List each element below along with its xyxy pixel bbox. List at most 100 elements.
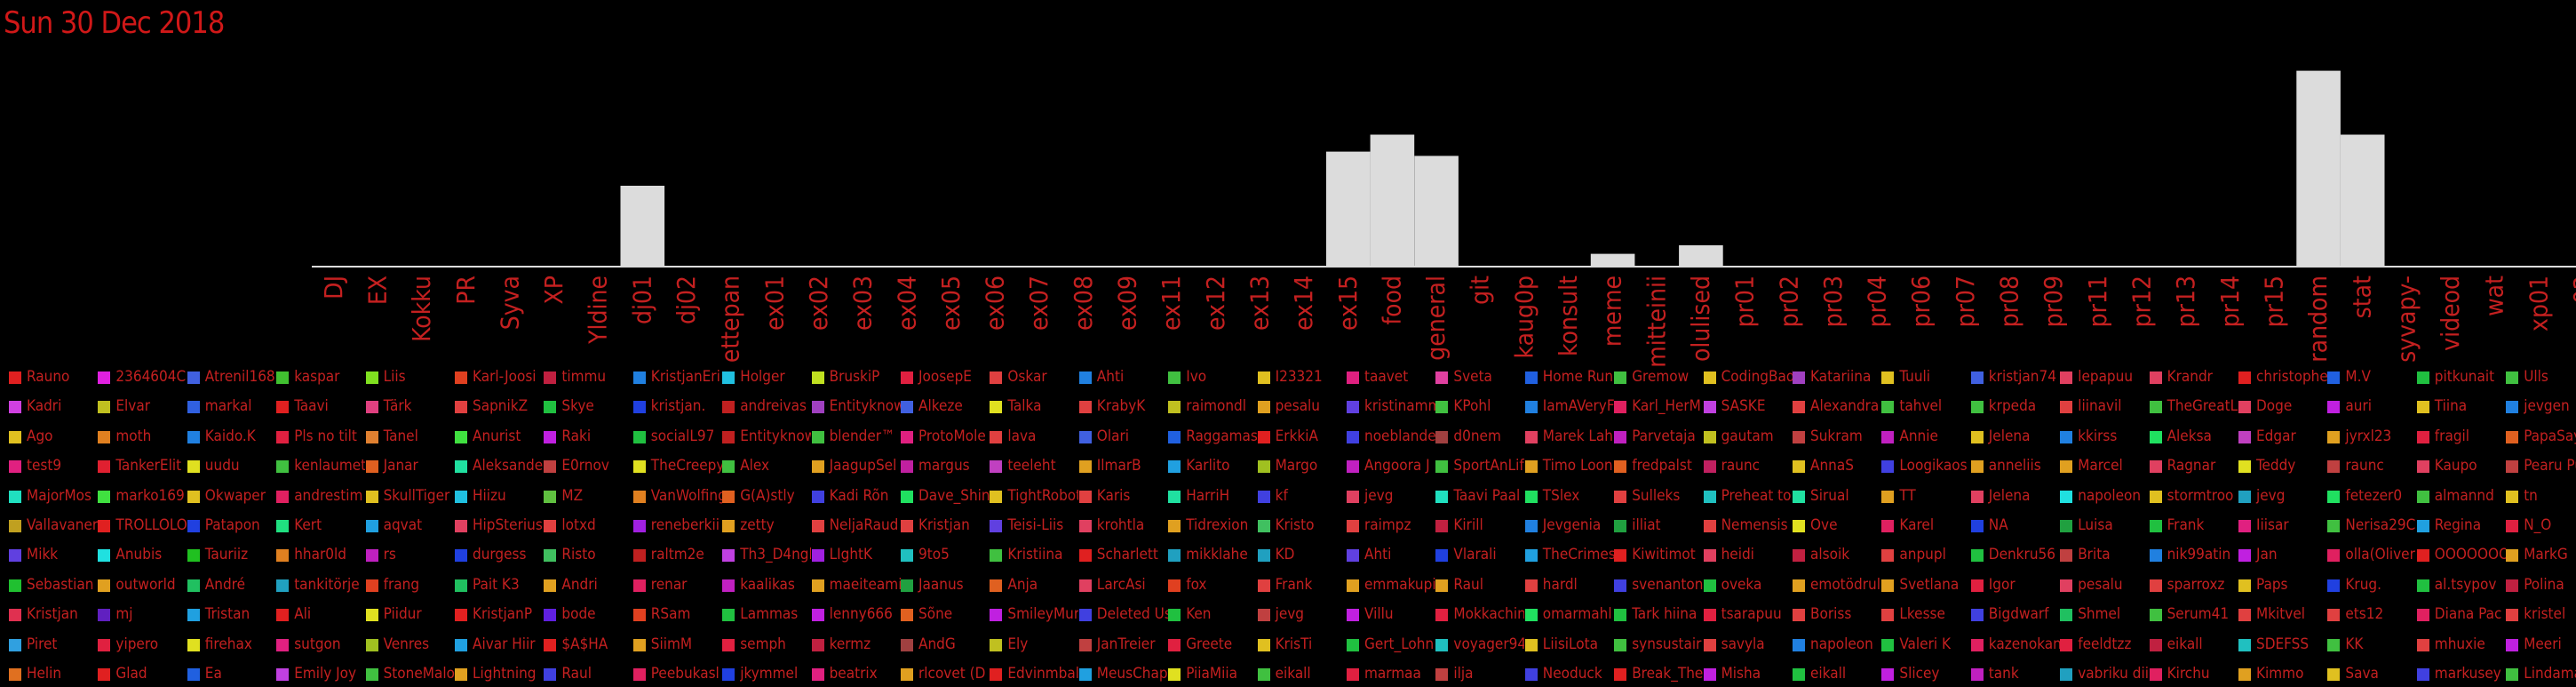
legend-label: Taavi (294, 397, 329, 416)
legend-swatch (1435, 520, 1449, 532)
legend-item: Raki (544, 423, 632, 450)
legend-item: voyager94 (1435, 631, 1524, 658)
legend-swatch (1347, 430, 1359, 443)
legend-item: lenny666 (811, 601, 901, 627)
legend-swatch (276, 371, 290, 384)
legend-item: Nerisa29C (2327, 512, 2416, 539)
legend-label: PiiaMiia (1186, 665, 1237, 683)
legend-swatch (2060, 430, 2073, 443)
legend-item: Slicey (1881, 660, 1970, 687)
legend-item: Kristo (1257, 512, 1347, 539)
legend-label: Kimmo (2256, 665, 2304, 683)
legend-swatch (2149, 401, 2162, 414)
legend-item: Ago (9, 423, 98, 450)
legend-item: Polina (2506, 571, 2576, 598)
legend-label: jkymmel (740, 665, 799, 683)
legend-swatch (1078, 430, 1092, 443)
legend-item: G(A)stly (722, 483, 811, 509)
legend-label: gautam (1721, 427, 1774, 445)
legend-item: Risto (544, 541, 632, 568)
legend-item: kristinamm (1347, 393, 1435, 419)
tick-label-pr06: pr06 (1906, 276, 1936, 327)
legend-item: Ali (276, 601, 365, 627)
legend-item: Villu (1347, 601, 1435, 627)
legend-label: Misha (1721, 665, 1761, 683)
legend-label: Pearu Pu (2524, 457, 2576, 475)
tick-label-pr11: pr11 (2083, 276, 2112, 327)
legend-label: eikall (2167, 635, 2203, 653)
bar-chart: DJ EX Kokku PR Syva XP Yldine dj01 dj02 ettepan ex… (312, 70, 2576, 368)
legend-label: Edgar (2256, 427, 2296, 445)
legend-item: kristjan74 (1970, 363, 2060, 390)
legend-swatch (2327, 668, 2341, 681)
legend-item: Entityknow (811, 393, 901, 419)
legend-item: blender™ (811, 423, 901, 450)
legend-label: Luisa (2078, 516, 2113, 534)
legend-item: Valeri K (1881, 631, 1970, 658)
legend-item: JaagupSel (811, 452, 901, 479)
legend-label: semph (740, 635, 786, 653)
legend-item: renar (632, 571, 722, 598)
legend-label: pesalu (2078, 575, 2123, 594)
legend-swatch (1347, 638, 1359, 651)
legend-swatch (1078, 490, 1092, 503)
legend-swatch (901, 638, 913, 651)
legend-swatch (455, 490, 467, 503)
legend-item: Pls no tilt (276, 423, 365, 450)
legend-item: anneliis (1970, 452, 2060, 479)
legend-label: Sukram (1810, 427, 1863, 445)
legend-swatch (811, 401, 824, 414)
legend-label: napoleon (1810, 635, 1873, 653)
legend-item: Lkesse (1881, 601, 1970, 627)
legend-label: Patapon (204, 516, 260, 534)
legend-item: Anurist (455, 423, 544, 450)
legend-label: Ivo (1186, 368, 1207, 386)
legend-item: KPohl (1435, 393, 1524, 419)
legend-swatch (2506, 638, 2519, 651)
legend-swatch (365, 460, 378, 474)
legend-item: Tuuli (1881, 363, 1970, 390)
legend-label: Kaido.K (204, 427, 256, 445)
legend-item: aqvat (365, 512, 455, 539)
legend-label: socialL97 (650, 427, 715, 445)
legend-swatch (544, 460, 557, 474)
legend-label: margus (918, 457, 970, 475)
legend-item: jkymmel (722, 660, 811, 687)
legend-swatch (1435, 430, 1449, 443)
legend-item: Sveta (1435, 363, 1524, 390)
legend-swatch (632, 490, 646, 503)
bar-meme (1590, 253, 1635, 267)
legend-label: moth (115, 427, 152, 445)
legend-swatch (811, 579, 824, 592)
legend-item: Karl-Joosi (455, 363, 544, 390)
legend-item: RSam (632, 601, 722, 627)
legend-swatch (811, 520, 824, 532)
legend-label: Slicey (1899, 665, 1940, 683)
legend-label: Ali (294, 605, 312, 624)
legend-item: Ahti (1347, 541, 1435, 568)
legend-label: Kristiina (1007, 546, 1063, 564)
legend-label: Kadri (27, 397, 62, 416)
legend-item: Ivo (1168, 363, 1257, 390)
legend-swatch (1793, 371, 1805, 384)
legend-swatch (1168, 520, 1181, 532)
legend-label: AndG (918, 635, 956, 653)
legend-swatch (722, 371, 735, 384)
legend-swatch (187, 430, 200, 443)
legend-swatch (2416, 520, 2429, 532)
legend-swatch (9, 460, 21, 474)
legend-label: kristjan74 (1988, 368, 2056, 386)
legend-item: Vallavaner (9, 512, 98, 539)
tick-label-ettepan: ettepan (716, 276, 745, 363)
legend-swatch (455, 579, 467, 592)
legend-item: zetty (722, 512, 811, 539)
legend-swatch (544, 549, 557, 563)
legend-label: ets12 (2345, 605, 2384, 624)
legend-item: stormtroo (2149, 483, 2238, 509)
legend-swatch (1793, 609, 1805, 622)
legend-label: Deleted Us (1096, 605, 1168, 624)
legend-swatch (1614, 549, 1627, 563)
legend-swatch (1078, 520, 1092, 532)
legend-label: lenny666 (829, 605, 893, 624)
legend-label: yipero (115, 635, 159, 653)
